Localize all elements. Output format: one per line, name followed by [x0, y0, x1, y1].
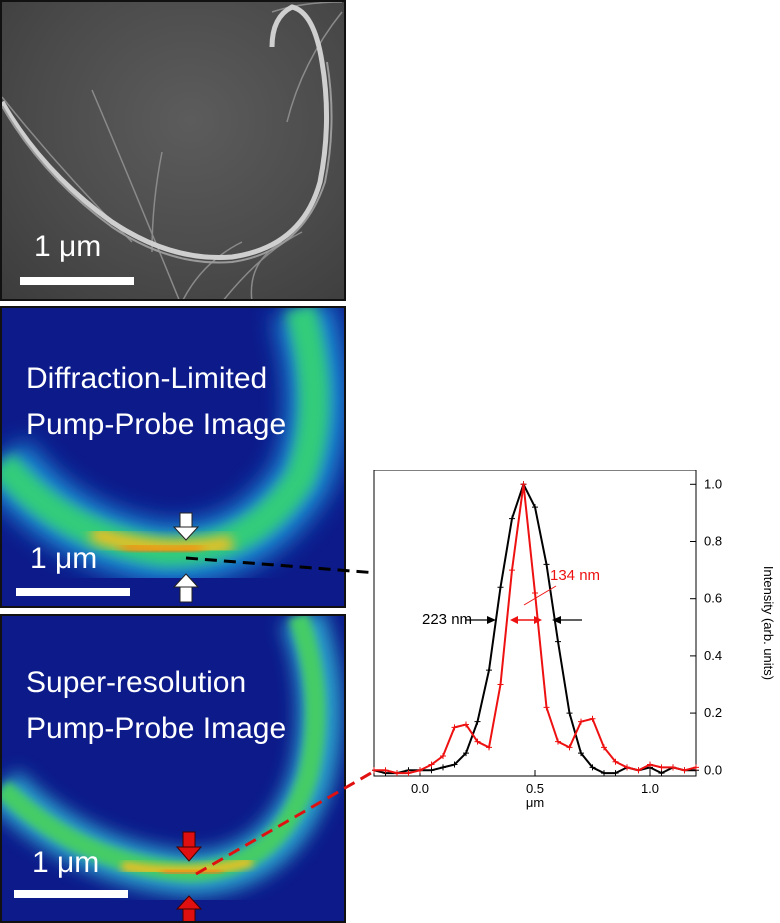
y-tick-label: 0.2 — [704, 705, 722, 720]
diffraction-limited-image — [2, 308, 344, 606]
red-series-point — [382, 767, 389, 774]
red-width-annotation: 134 nm — [550, 567, 600, 584]
red-series-point — [635, 767, 642, 774]
red-series-point — [693, 764, 699, 771]
red-series-point — [394, 770, 400, 777]
black-series-point — [589, 764, 596, 771]
black-series-point — [428, 767, 435, 774]
y-axis-label: Intensity (arb. units) — [761, 566, 776, 680]
black-series-point — [532, 504, 538, 511]
red-series-point — [601, 744, 607, 751]
red-arrowhead-left-icon — [510, 616, 518, 624]
black-series-point — [463, 750, 469, 757]
red-series-point — [624, 764, 630, 771]
chart-svg: 0.0 0.5 1.0 0.0 0.2 0.4 0.6 0.8 1.0 223 nm 134 n… — [371, 469, 776, 810]
black-series-point — [555, 638, 561, 645]
black-series-point — [566, 710, 573, 717]
black-series-point — [543, 561, 550, 568]
y-tick-label: 0.8 — [704, 533, 722, 548]
red-series-point — [463, 721, 469, 728]
x-axis-label: μm — [526, 795, 544, 810]
black-arrowhead-right-icon — [552, 616, 561, 624]
black-series-point — [601, 770, 607, 777]
black-series-point — [497, 584, 504, 591]
dl-title-line2: Pump-Probe Image — [26, 408, 287, 441]
sem-image-panel: 1 μm — [0, 0, 346, 301]
red-series-point — [497, 681, 504, 688]
red-series-point — [451, 724, 458, 731]
sr-title-line2: Pump-Probe Image — [26, 712, 287, 745]
black-series-point — [612, 770, 619, 777]
sr-scale-bar — [14, 890, 128, 898]
sem-nanowire-image — [2, 2, 343, 299]
black-series-point — [451, 761, 458, 768]
sr-scale-label: 1 μm — [32, 846, 100, 879]
red-series-point — [371, 767, 377, 774]
dl-title-line1: Diffraction-Limited — [26, 362, 268, 395]
y-tick-label: 0.0 — [704, 762, 722, 777]
red-series-point — [647, 761, 653, 768]
x-tick-label: 1.0 — [641, 781, 659, 796]
white-arrow-down-icon — [172, 512, 200, 541]
black-series-point — [440, 764, 446, 771]
red-series-point — [486, 744, 492, 751]
white-arrow-up-icon — [172, 573, 200, 603]
super-resolution-panel: Super-resolution Pump-Probe Image 1 μm — [0, 614, 346, 923]
red-series-point — [428, 761, 435, 768]
black-arrowhead-left-icon — [487, 616, 496, 624]
x-tick-label: 0.0 — [411, 781, 429, 796]
red-arrow-down-icon — [175, 831, 203, 862]
red-series-point — [681, 767, 688, 774]
red-annotation-leader — [523, 585, 557, 606]
width-annotations: 223 nm 134 nm — [422, 567, 600, 628]
sem-scale-bar — [20, 277, 134, 285]
diffraction-limited-panel: Diffraction-Limited Pump-Probe Image 1 μ… — [0, 306, 346, 608]
red-series-point — [474, 738, 481, 745]
y-tick-label: 1.0 — [704, 476, 722, 491]
red-series-point — [670, 764, 676, 771]
dl-scale-bar — [16, 588, 130, 596]
intensity-profile-chart: 0.0 0.5 1.0 0.0 0.2 0.4 0.6 0.8 1.0 223 nm 134 n… — [371, 469, 780, 820]
sr-title-line1: Super-resolution — [26, 666, 247, 699]
black-width-annotation: 223 nm — [422, 611, 472, 628]
x-tick-label: 0.5 — [526, 781, 544, 796]
red-series-point — [509, 567, 515, 574]
black-series-point — [509, 515, 515, 522]
red-series-point — [440, 752, 446, 759]
y-tick-label: 0.6 — [704, 591, 722, 606]
sem-scale-label: 1 μm — [34, 230, 102, 263]
red-series-point — [417, 767, 423, 774]
dl-scale-label: 1 μm — [30, 542, 98, 575]
red-series-point — [589, 715, 596, 722]
red-arrowhead-right-icon — [534, 616, 542, 624]
red-series-point — [612, 758, 619, 765]
black-series-point — [474, 718, 481, 725]
red-series-point — [578, 718, 584, 725]
black-series-point — [486, 667, 492, 674]
red-series-point — [566, 744, 573, 751]
red-series-point — [520, 481, 527, 488]
black-series-point — [658, 770, 665, 777]
red-series-point — [543, 704, 550, 711]
red-arrow-up-icon — [175, 895, 203, 921]
red-series-point — [658, 764, 665, 771]
black-series-point — [578, 750, 584, 757]
red-series-point — [405, 770, 412, 777]
red-series-point — [555, 738, 561, 745]
red-series-point — [532, 589, 538, 596]
y-tick-label: 0.4 — [704, 648, 722, 663]
